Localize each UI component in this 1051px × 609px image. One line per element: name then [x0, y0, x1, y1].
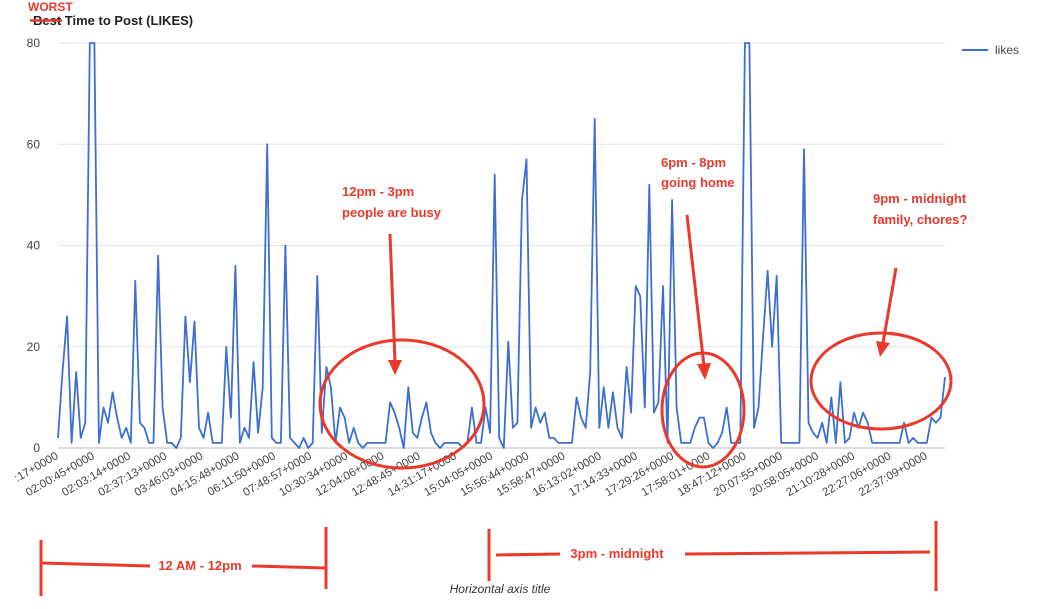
- gridlines: [58, 42, 945, 449]
- night-arrow-head: [876, 341, 890, 357]
- home-label-line2: going home: [661, 175, 735, 190]
- worst-annotation: WORST: [28, 0, 73, 14]
- y-tick-label: 60: [27, 137, 41, 151]
- pm-range-line-left: [495, 552, 561, 557]
- pm-range-label: 3pm - midnight: [570, 546, 664, 561]
- home-arrow-head: [697, 363, 711, 380]
- night-label-line2: family, chores?: [873, 212, 967, 227]
- y-tick-label: 20: [27, 340, 41, 354]
- annotation-overlay: 12pm - 3pm people are busy 6pm - 8pm goi…: [39, 155, 967, 596]
- y-tick-label: 0: [33, 441, 40, 455]
- night-circle: [809, 331, 953, 431]
- busy-arrow-line: [388, 233, 397, 363]
- busy-circle: [318, 338, 486, 470]
- x-axis-title: Horizontal axis title: [450, 582, 551, 596]
- legend-label: likes: [995, 43, 1019, 57]
- am-range-label: 12 AM - 12pm: [158, 558, 241, 573]
- y-axis-ticks: 0 20 40 60 80: [27, 36, 41, 455]
- series-line-likes[interactable]: [57, 42, 946, 449]
- pm-range-line-right: [684, 550, 931, 556]
- y-tick-label: 40: [27, 239, 41, 253]
- busy-arrow-head: [388, 360, 402, 375]
- busy-label-line1: 12pm - 3pm: [342, 184, 414, 199]
- chart-title: Best Time to Post (LIKES): [33, 13, 193, 28]
- am-range-line-left: [40, 561, 151, 568]
- series-group: [57, 42, 946, 449]
- night-label-line1: 9pm - midnight: [873, 191, 967, 206]
- legend[interactable]: likes: [962, 43, 1019, 57]
- y-tick-label: 80: [27, 36, 41, 50]
- busy-label-line2: people are busy: [342, 205, 442, 220]
- night-arrow-line: [881, 267, 898, 344]
- home-label-line1: 6pm - 8pm: [661, 155, 726, 170]
- home-arrow-line: [685, 214, 706, 367]
- am-range-line-right: [251, 564, 327, 570]
